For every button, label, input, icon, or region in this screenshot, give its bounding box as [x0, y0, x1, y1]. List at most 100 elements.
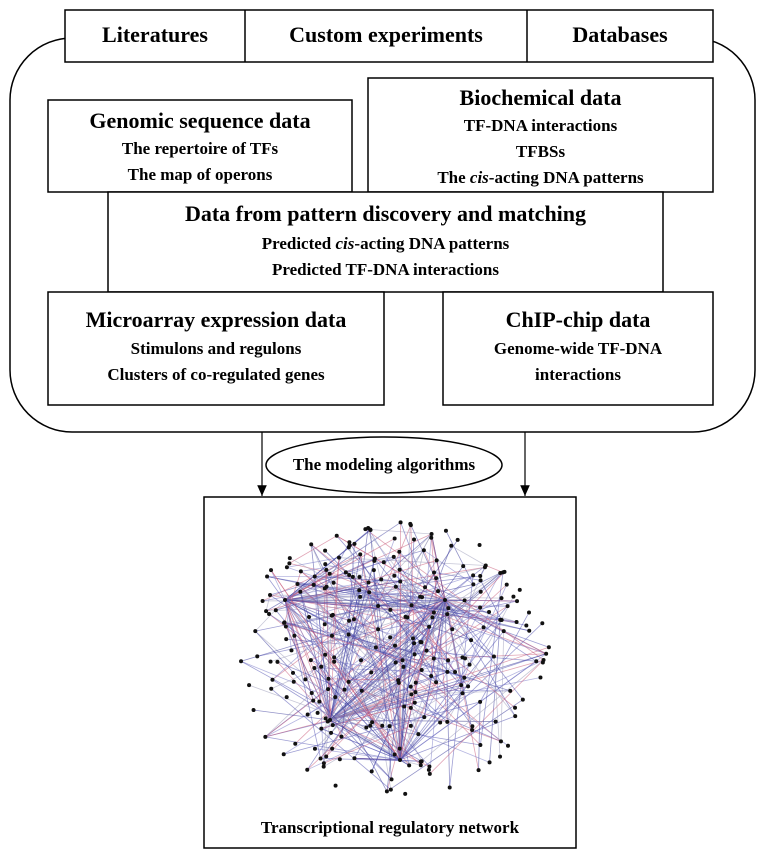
network-node — [445, 612, 449, 616]
network-node — [311, 699, 315, 703]
network-node — [368, 724, 372, 728]
network-node — [352, 617, 356, 621]
network-node — [303, 677, 307, 681]
network-node — [282, 752, 286, 756]
network-node — [285, 565, 289, 569]
network-node — [479, 590, 483, 594]
network-node — [275, 660, 279, 664]
network-node — [506, 604, 510, 608]
network-node — [432, 611, 436, 615]
network-node — [499, 596, 503, 600]
network-node — [317, 700, 321, 704]
network-node — [429, 674, 433, 678]
network-node — [502, 570, 506, 574]
network-node — [310, 691, 314, 695]
network-node — [434, 576, 438, 580]
network-node — [337, 556, 341, 560]
network-node — [306, 713, 310, 717]
box-line: Genome-wide TF-DNA — [494, 339, 663, 358]
network-node — [357, 575, 361, 579]
network-node — [398, 580, 402, 584]
network-node — [338, 757, 342, 761]
box-line: The map of operons — [128, 165, 273, 184]
network-node — [429, 536, 433, 540]
network-node — [323, 586, 327, 590]
network-node — [498, 755, 502, 759]
network-node — [470, 724, 474, 728]
network-node — [307, 615, 311, 619]
network-node — [269, 568, 273, 572]
network-node — [396, 678, 400, 682]
network-node — [453, 670, 457, 674]
network-node — [478, 700, 482, 704]
network-node — [389, 788, 393, 792]
box-title: Microarray expression data — [86, 307, 347, 332]
network-node — [293, 742, 297, 746]
network-node — [422, 548, 426, 552]
network-node — [461, 564, 465, 568]
network-node — [283, 620, 287, 624]
network-node — [469, 638, 473, 642]
network-node — [414, 681, 418, 685]
network-node — [436, 589, 440, 593]
network-node — [511, 595, 515, 599]
network-node — [471, 573, 475, 577]
network-node — [370, 769, 374, 773]
network-node — [382, 560, 386, 564]
network-node — [412, 641, 416, 645]
network-node — [462, 676, 466, 680]
network-node — [478, 743, 482, 747]
network-node — [446, 606, 450, 610]
network-node — [367, 590, 371, 594]
network-node — [269, 660, 273, 664]
network-node — [401, 658, 405, 662]
network-node — [288, 556, 292, 560]
network-node — [388, 724, 392, 728]
network-node — [409, 706, 413, 710]
network-node — [309, 542, 313, 546]
network-node — [492, 655, 496, 659]
network-node — [291, 671, 295, 675]
network-node — [369, 670, 373, 674]
network-node — [399, 520, 403, 524]
network-node — [332, 660, 336, 664]
network-node — [330, 634, 334, 638]
line-part: cis — [470, 168, 489, 187]
network-node — [376, 627, 380, 631]
network-node — [428, 772, 432, 776]
box-line: interactions — [535, 365, 621, 384]
network-node — [506, 744, 510, 748]
box-line: Predicted TF-DNA interactions — [272, 260, 499, 279]
network-node — [449, 544, 453, 548]
box-line: The repertoire of TFs — [122, 139, 279, 158]
network-node — [270, 678, 274, 682]
network-node — [292, 634, 296, 638]
network-node — [456, 538, 460, 542]
network-node — [274, 608, 278, 612]
network-node — [284, 637, 288, 641]
network-node — [409, 692, 413, 696]
network-node — [313, 574, 317, 578]
network-node — [344, 570, 348, 574]
network-node — [412, 537, 416, 541]
network-node — [324, 568, 328, 572]
network-node — [538, 675, 542, 679]
network-node — [459, 683, 463, 687]
network-node — [524, 623, 528, 627]
network-node — [477, 768, 481, 772]
network-node — [347, 632, 351, 636]
network-node — [444, 529, 448, 533]
network-node — [420, 759, 424, 763]
network-node — [505, 583, 509, 587]
network-node — [478, 605, 482, 609]
network-node — [500, 618, 504, 622]
network-node — [419, 763, 423, 767]
network-node — [393, 537, 397, 541]
network-node — [413, 690, 417, 694]
network-node — [394, 661, 398, 665]
network-node — [515, 599, 519, 603]
network-node — [319, 756, 323, 760]
network-node — [352, 542, 356, 546]
network-node — [299, 569, 303, 573]
network-node — [351, 575, 355, 579]
